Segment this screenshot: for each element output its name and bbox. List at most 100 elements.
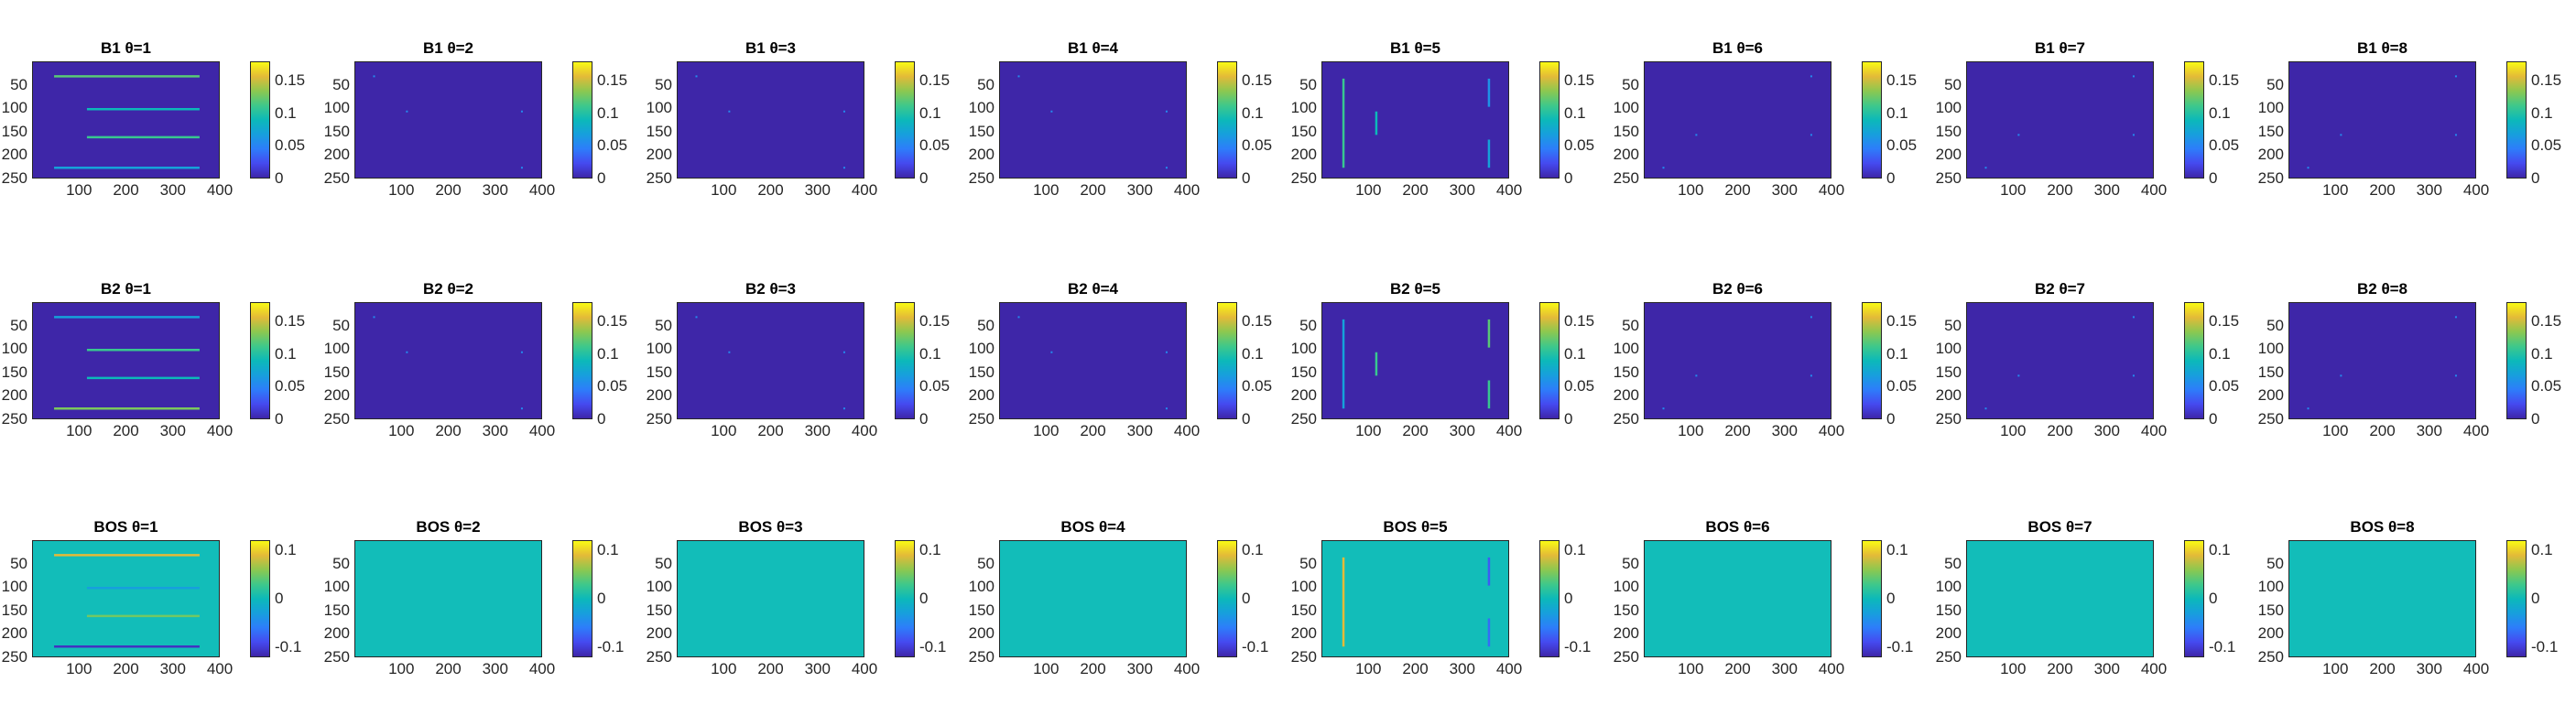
x-tick-label: 400 — [851, 660, 878, 677]
x-tick-label: 400 — [528, 660, 556, 677]
heatmap-image — [678, 62, 864, 178]
colorbar-tick-label: 0.15 — [2209, 71, 2240, 90]
panel-title: BOS θ=2 — [416, 518, 481, 536]
panel-title: B2 θ=2 — [422, 280, 474, 298]
panel-title: B1 θ=3 — [745, 39, 797, 57]
x-tick-label: 200 — [1724, 422, 1751, 439]
y-tick-label: 50 — [1622, 554, 1639, 572]
x-tick-label: 400 — [2462, 422, 2490, 439]
y-tick-label: 200 — [323, 624, 350, 643]
y-tick-label: 250 — [1290, 648, 1317, 666]
x-tick-label: 400 — [1173, 422, 1201, 439]
colorbar-gradient — [896, 62, 914, 178]
y-tick-label: 50 — [332, 75, 350, 93]
field-dot — [1695, 374, 1698, 377]
y-tick-label: 200 — [968, 386, 995, 405]
x-tick-label: 400 — [1818, 660, 1845, 677]
x-tick-label: 300 — [804, 181, 831, 199]
y-tick-label: 200 — [1290, 624, 1317, 643]
x-tick-label: 100 — [388, 181, 415, 199]
colorbar-tick-label: 0.05 — [1886, 377, 1918, 395]
x-tick-label: 200 — [2047, 660, 2073, 677]
y-tick-label: 100 — [2257, 99, 2284, 117]
heatmap-axes — [1321, 540, 1509, 657]
y-tick-label: 200 — [646, 386, 672, 405]
y-tick-label: 150 — [968, 122, 995, 140]
field-background — [2289, 303, 2475, 418]
colorbar-gradient — [1540, 303, 1559, 418]
field-dot — [695, 75, 698, 78]
panel-title: BOS θ=6 — [1705, 518, 1770, 536]
colorbar-tick-label: 0.1 — [275, 540, 297, 558]
y-tick-label: 250 — [1935, 648, 1962, 666]
colorbar — [1862, 540, 1882, 657]
heatmap-image — [1645, 541, 1831, 656]
heatmap-image — [2289, 303, 2475, 418]
panel-title: B1 θ=4 — [1067, 39, 1119, 57]
x-tick-label: 100 — [1355, 660, 1382, 677]
y-tick-label: 100 — [323, 340, 350, 358]
colorbar-tick-label: 0.05 — [1242, 377, 1273, 395]
field-background — [33, 303, 219, 418]
x-tick-label: 300 — [159, 660, 186, 677]
heatmap-axes — [1644, 61, 1831, 179]
colorbar-tick-label: -0.1 — [597, 638, 625, 656]
y-tick-label: 50 — [1299, 554, 1317, 572]
x-tick-label: 300 — [804, 660, 831, 677]
colorbar — [2184, 302, 2204, 419]
field-background — [355, 541, 541, 656]
y-tick-label: 50 — [1622, 75, 1639, 93]
x-tick-label: 100 — [66, 181, 92, 199]
colorbar-tick-label: 0.15 — [1886, 71, 1918, 90]
y-tick-label: 150 — [1935, 363, 1962, 381]
y-tick-label: 200 — [323, 146, 350, 164]
panel-title: B2 θ=1 — [100, 280, 152, 298]
colorbar — [250, 61, 270, 179]
x-tick-label: 400 — [1495, 181, 1523, 199]
x-tick-label: 200 — [2369, 422, 2396, 439]
y-tick-label: 200 — [323, 386, 350, 405]
y-tick-label: 100 — [2257, 578, 2284, 596]
panel-title: BOS θ=4 — [1060, 518, 1125, 536]
x-tick-label: 300 — [1449, 181, 1475, 199]
y-tick-label: 200 — [1290, 146, 1317, 164]
heatmap-axes — [677, 540, 864, 657]
heatmap-image — [1322, 303, 1508, 418]
colorbar-tick-label: 0 — [1564, 410, 1573, 428]
y-tick-label: 150 — [1290, 122, 1317, 140]
y-tick-label: 150 — [2257, 122, 2284, 140]
y-tick-label: 100 — [1290, 578, 1317, 596]
colorbar — [1539, 61, 1560, 179]
colorbar-tick-label: -0.1 — [275, 638, 302, 656]
y-tick-label: 150 — [323, 122, 350, 140]
colorbar — [1539, 302, 1560, 419]
colorbar-tick-label: 0 — [597, 169, 606, 187]
x-tick-label: 100 — [2000, 422, 2027, 439]
colorbar-gradient — [573, 62, 592, 178]
y-tick-label: 150 — [323, 601, 350, 619]
colorbar-tick-label: 0 — [597, 410, 606, 428]
colorbar — [895, 61, 915, 179]
y-tick-label: 250 — [1935, 169, 1962, 187]
colorbar-tick-label: 0.05 — [1564, 136, 1595, 155]
colorbar-gradient — [1863, 62, 1881, 178]
heatmap-image — [355, 303, 541, 418]
y-tick-label: 150 — [2257, 363, 2284, 381]
x-tick-label: 300 — [482, 660, 508, 677]
heatmap-image — [2289, 541, 2475, 656]
heatmap-image — [1967, 62, 2153, 178]
y-tick-label: 100 — [1, 578, 27, 596]
field-dot — [1662, 407, 1665, 410]
colorbar-tick-label: 0.1 — [597, 540, 619, 558]
y-tick-label: 200 — [968, 146, 995, 164]
y-tick-label: 100 — [1613, 578, 1639, 596]
x-tick-label: 300 — [482, 181, 508, 199]
y-tick-label: 100 — [1613, 99, 1639, 117]
colorbar-tick-label: 0.15 — [1886, 312, 1918, 330]
field-dot — [2454, 374, 2457, 377]
colorbar-tick-label: 0 — [1564, 169, 1573, 187]
field-background — [355, 62, 541, 178]
colorbar — [1217, 302, 1237, 419]
y-tick-label: 50 — [10, 316, 27, 334]
colorbar-tick-label: 0.1 — [1886, 103, 1908, 122]
